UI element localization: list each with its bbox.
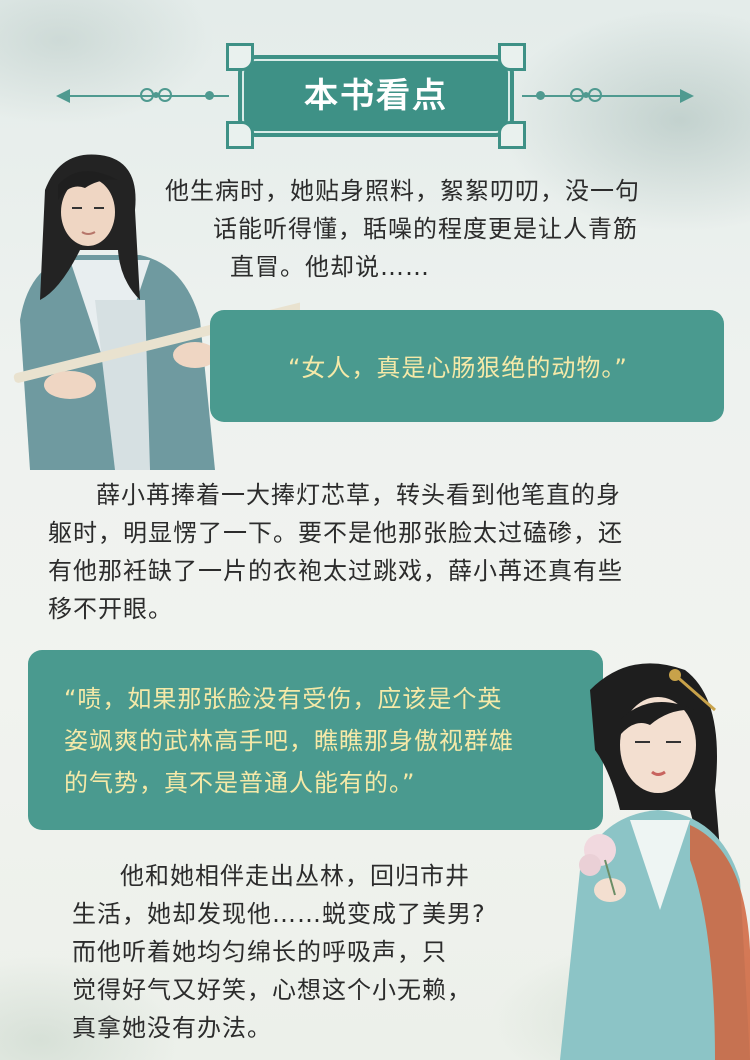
passage-line: 他和她相伴走出丛林，回归市井 [120,862,470,890]
title-banner: 本书看点 [226,43,526,149]
header-rule-right [522,95,687,97]
knot-ornament-left-icon [140,88,172,102]
quote-line: 的气势，真不是普通人能有的。” [64,769,416,797]
banner-corner [226,43,254,71]
quote-line: “女人，真是心肠狠绝的动物。” [288,354,628,382]
page-title: 本书看点 [304,76,448,116]
header-rule-left [64,95,229,97]
arrow-right-icon [680,89,694,103]
female-character-illustration [560,663,750,1060]
quote-line: “啧，如果那张脸没有受伤，应该是个英 [64,685,503,713]
passage-line: 话能听得懂，聒噪的程度更是让人青筋 [213,215,638,243]
passage-intro: 他生病时，她贴身照料，絮絮叨叨，没一句 话能听得懂，聒噪的程度更是让人青筋 直冒… [165,172,640,286]
male-character-illustration [13,154,300,470]
passage-narration: 薛小苒捧着一大捧灯芯草，转头看到他笔直的身 躯时，明显愣了一下。要不是他那张脸太… [48,476,623,628]
arrow-left-icon [56,89,70,103]
quote-line: 姿飒爽的武林高手吧，瞧瞧那身傲视群雄 [64,727,514,755]
ornament-dot-left [205,91,214,100]
banner-corner [498,121,526,149]
passage-line: 真拿她没有办法。 [72,1014,272,1042]
passage-line: 觉得好气又好笑，心想这个小无赖， [72,976,472,1004]
passage-line: 直冒。他却说…… [230,253,430,281]
quote-bubble-female: “啧，如果那张脸没有受伤，应该是个英 姿飒爽的武林高手吧，瞧瞧那身傲视群雄 的气… [28,650,603,830]
passage-ending: 他和她相伴走出丛林，回归市井 生活，她却发现他……蜕变成了美男? 而他听着她均匀… [72,857,486,1047]
quote-bubble-male: “女人，真是心肠狠绝的动物。” [210,310,724,422]
passage-line: 而他听着她均匀绵长的呼吸声，只 [72,938,447,966]
passage-line: 有他那衽缺了一片的衣袍太过跳戏，薛小苒还真有些 [48,557,623,585]
passage-line: 移不开眼。 [48,595,173,623]
banner-corner [498,43,526,71]
banner-corner [226,121,254,149]
passage-line: 生活，她却发现他……蜕变成了美男? [72,900,486,928]
passage-line: 薛小苒捧着一大捧灯芯草，转头看到他笔直的身 [96,481,621,509]
passage-line: 躯时，明显愣了一下。要不是他那张脸太过磕碜，还 [48,519,623,547]
section-header: 本书看点 [0,43,750,149]
passage-line: 他生病时，她贴身照料，絮絮叨叨，没一句 [165,177,640,205]
